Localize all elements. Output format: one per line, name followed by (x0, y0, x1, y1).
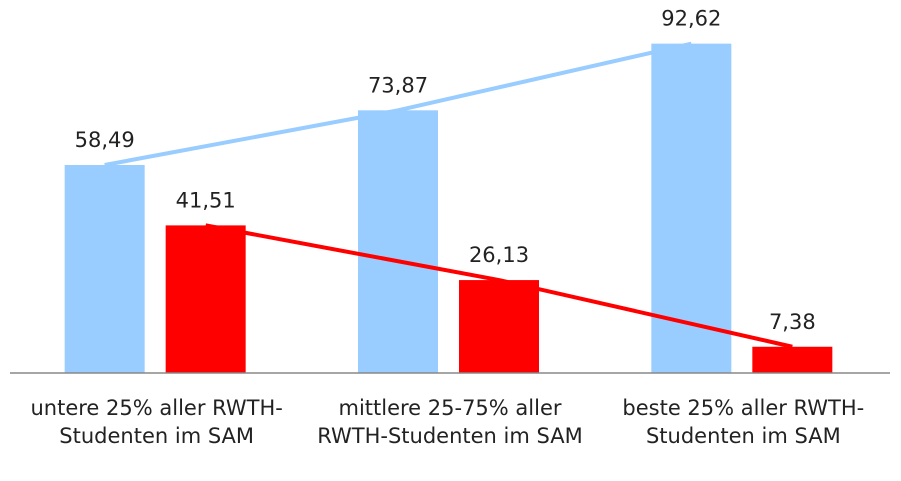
bar (358, 110, 438, 373)
data-label: 41,51 (176, 188, 236, 212)
bar (165, 225, 246, 373)
data-label: 7,38 (769, 310, 816, 334)
trend-line (104, 41, 692, 167)
data-label: 58,49 (75, 128, 135, 152)
bar (752, 346, 833, 373)
trend-line (205, 223, 793, 349)
bar (64, 165, 145, 373)
data-label: 26,13 (469, 243, 529, 267)
x-tick-label: beste 25% aller RWTH-Studenten im SAM (622, 396, 865, 448)
bar (459, 280, 539, 373)
x-tick-label: untere 25% aller RWTH-Studenten im SAM (30, 396, 283, 448)
x-tick-label: mittlere 25-75% aller RWTH-Studenten im … (317, 396, 583, 448)
data-label: 92,62 (661, 7, 721, 31)
data-label: 73,87 (368, 73, 428, 97)
